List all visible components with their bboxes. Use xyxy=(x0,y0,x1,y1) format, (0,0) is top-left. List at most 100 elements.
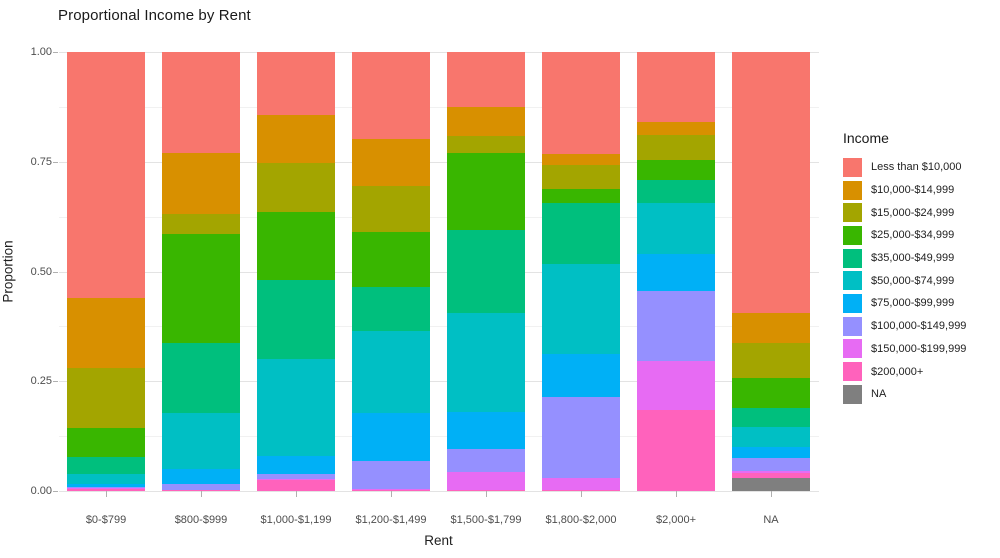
legend-swatch xyxy=(843,384,862,404)
bar-segment xyxy=(257,52,335,116)
major-gridline xyxy=(58,491,819,492)
bar-segment xyxy=(637,159,715,181)
minor-gridline xyxy=(58,326,819,328)
legend-item: NA xyxy=(843,383,966,406)
x-axis-title: Rent xyxy=(424,533,453,548)
bar-segment xyxy=(162,234,240,344)
bar-segment xyxy=(732,458,810,471)
bar-segment xyxy=(637,122,715,135)
legend-label: $15,000-$24,999 xyxy=(871,206,955,219)
major-gridline xyxy=(58,161,819,163)
bar-segment xyxy=(732,378,810,409)
bar-segment xyxy=(447,448,525,473)
bar-segment xyxy=(352,461,430,489)
y-tick-label: 0.50 xyxy=(30,265,52,278)
legend-item: $50,000-$74,999 xyxy=(843,269,966,292)
bar-segment xyxy=(542,477,620,491)
bar-segment xyxy=(637,361,715,410)
bar-segment xyxy=(67,488,145,491)
legend-swatch xyxy=(843,203,862,223)
legend-swatch xyxy=(843,225,862,245)
legend-label: $150,000-$199,999 xyxy=(871,342,967,355)
legend-item: $10,000-$14,999 xyxy=(843,179,966,202)
bar-segment xyxy=(257,479,335,480)
bar-segment xyxy=(352,489,430,491)
legend-swatch xyxy=(843,316,862,336)
bar-segment xyxy=(67,297,145,369)
legend-item: $25,000-$34,999 xyxy=(843,224,966,247)
bar-segment xyxy=(542,164,620,190)
bar-segment xyxy=(732,473,810,479)
bar-segment xyxy=(732,446,810,459)
legend-title: Income xyxy=(843,130,889,146)
bar-segment xyxy=(257,212,335,280)
bar-segment xyxy=(447,472,525,490)
legend-swatch xyxy=(843,293,862,313)
bar-segment xyxy=(542,490,620,491)
legend-label: $35,000-$49,999 xyxy=(871,252,955,265)
bar-segment xyxy=(352,231,430,287)
legend-label: $100,000-$149,999 xyxy=(871,320,967,333)
bar-segment xyxy=(542,189,620,203)
plot-panel xyxy=(58,52,819,492)
bar-segment xyxy=(257,479,335,491)
bar-segment xyxy=(542,396,620,478)
legend-label: Less than $10,000 xyxy=(871,161,962,174)
bar-segment xyxy=(542,264,620,355)
legend-label: $50,000-$74,999 xyxy=(871,274,955,287)
legend-swatch xyxy=(843,339,862,359)
bar-$800-$999 xyxy=(162,52,240,491)
y-axis-tick xyxy=(53,52,58,53)
x-tick-label: $1,800-$2,000 xyxy=(545,514,617,526)
legend-label: $200,000+ xyxy=(871,365,924,378)
y-tick-label: 0.75 xyxy=(30,155,52,168)
bar-segment xyxy=(542,202,620,265)
y-tick-label: 0.00 xyxy=(30,485,52,497)
bar-segment xyxy=(257,115,335,163)
y-axis-tick xyxy=(53,381,58,383)
x-axis-tick xyxy=(391,491,392,497)
bar-segment xyxy=(67,486,145,489)
x-axis-tick xyxy=(106,491,107,497)
bar-segment xyxy=(637,409,715,491)
legend-item: $100,000-$149,999 xyxy=(843,315,966,338)
legend-item: Less than $10,000 xyxy=(843,156,966,179)
bar-segment xyxy=(162,52,240,153)
bar-segment xyxy=(257,162,335,213)
x-tick-label: $1,500-$1,799 xyxy=(450,514,522,526)
bar-segment xyxy=(67,52,145,298)
major-gridline xyxy=(58,381,819,383)
x-tick-label: $2,000+ xyxy=(655,514,697,526)
bar-segment xyxy=(732,343,810,379)
major-gridline xyxy=(58,271,819,273)
legend-item: $200,000+ xyxy=(843,360,966,383)
x-tick-label: $1,000-$1,199 xyxy=(260,514,332,526)
bar-segment xyxy=(352,286,430,332)
x-tick-label: $0-$799 xyxy=(85,514,127,526)
bar-segment xyxy=(637,203,715,255)
bar-segment xyxy=(257,473,335,480)
bar-segment xyxy=(447,411,525,449)
bar-$1,800-$2,000 xyxy=(542,52,620,491)
bar-segment xyxy=(352,413,430,462)
legend-items: Less than $10,000 $10,000-$14,999 $15,000-… xyxy=(843,156,966,406)
bar-segment xyxy=(542,354,620,397)
bar-segment xyxy=(637,180,715,204)
bar-segment xyxy=(67,474,145,485)
bar-segment xyxy=(732,478,810,491)
bar-segment xyxy=(447,135,525,154)
bar-NA xyxy=(732,52,810,491)
bar-segment xyxy=(162,214,240,235)
legend-label: NA xyxy=(871,388,887,401)
y-tick-label: 1.00 xyxy=(30,46,52,58)
bar-$1,500-$1,799 xyxy=(447,52,525,491)
bar-segment xyxy=(162,152,240,215)
bar-segment xyxy=(352,488,430,490)
bar-segment xyxy=(162,483,240,490)
y-tick-label: 0.25 xyxy=(30,375,52,388)
legend-swatch xyxy=(843,362,862,382)
bar-segment xyxy=(162,469,240,484)
x-tick-label: NA xyxy=(763,514,779,526)
minor-gridline xyxy=(58,106,819,108)
